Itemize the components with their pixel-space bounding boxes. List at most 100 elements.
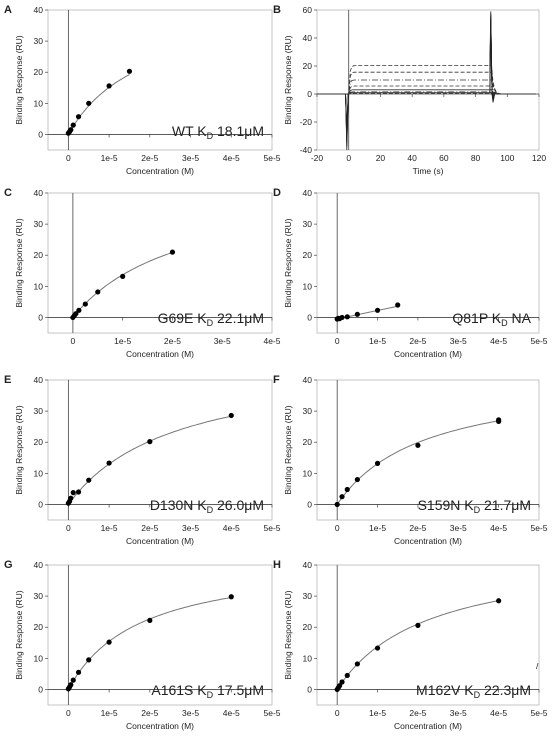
data-point: [147, 617, 153, 623]
data-point: [75, 669, 82, 675]
x-tick-label: 4e-5: [223, 708, 240, 718]
data-point: [354, 661, 360, 667]
x-tick-label: 100: [500, 153, 514, 163]
y-tick-label: 0: [38, 312, 43, 322]
kd-annotation: WT KD 18.1μM: [172, 123, 264, 141]
y-axis-title: Binding Response (RU): [283, 405, 293, 494]
data-point: [344, 314, 350, 320]
y-axis-title: Binding Response (RU): [283, 218, 293, 307]
x-tick-label: 2e-5: [409, 523, 426, 533]
kd-subscript: D: [207, 318, 214, 328]
data-point: [496, 417, 502, 423]
data-point: [106, 83, 112, 89]
y-tick-label: 10: [303, 468, 313, 478]
x-tick-label: 5e-5: [263, 708, 280, 718]
data-point: [86, 477, 92, 483]
y-tick-label: 40: [34, 5, 44, 15]
y-tick-label: 20: [34, 67, 44, 77]
y-axis-title: Binding Response (RU): [14, 35, 24, 124]
x-tick-label: 1e-5: [369, 708, 386, 718]
data-point: [228, 412, 234, 419]
y-tick-label: 0: [38, 499, 43, 509]
kd-subscript: D: [474, 505, 481, 515]
x-tick-label: 5e-5: [530, 708, 547, 718]
y-tick-label: 0: [307, 312, 312, 322]
y-tick-label: 20: [34, 250, 44, 260]
x-axis-title: Concentration (M): [394, 349, 462, 359]
y-tick-label: 0: [307, 499, 312, 509]
panel-e: E 0 10 20 30 40 0 1e-5 2e-5 3e-5 4e-5 5e-5 Concentra…: [4, 374, 281, 546]
kd-value: 18.1μM: [213, 123, 264, 139]
panel-letter: A: [4, 4, 12, 16]
kd-subscript: D: [207, 131, 214, 141]
data-point: [68, 682, 74, 688]
kd-prefix: M162V K: [416, 682, 474, 698]
data-point: [374, 460, 381, 466]
x-tick-label: -20: [311, 153, 324, 163]
panel-letter: H: [273, 559, 281, 571]
x-tick-label: 60: [439, 153, 449, 163]
x-tick-label: 0: [66, 708, 71, 718]
x-tick-label: 80: [471, 153, 481, 163]
stray-mark: /: [536, 661, 539, 671]
x-tick-label: 3e-5: [214, 336, 231, 346]
kd-value: 17.5μM: [213, 682, 264, 698]
plot-frame: [47, 564, 273, 706]
y-axis-title: Binding Response (RU): [14, 405, 24, 494]
data-point: [126, 68, 133, 74]
plot-frame: [47, 379, 273, 521]
x-axis-title: Concentration (M): [126, 349, 194, 359]
x-tick-label: 4e-5: [490, 336, 507, 346]
y-tick-label: 60: [303, 5, 313, 15]
panel-f: F 0 10 20 30 40 0 1e-5 2e-5 3e-5 4e-5 5e-5 Concentra…: [273, 374, 548, 546]
kd-annotation: M162V KD 22.3μM: [416, 682, 531, 700]
panel-letter: C: [4, 187, 12, 199]
kd-annotation: Q81P KD NA: [452, 310, 531, 328]
x-tick-label: 4e-5: [490, 523, 507, 533]
data-point: [147, 439, 153, 445]
kd-subscript: D: [207, 690, 214, 700]
x-tick-label: 1e-5: [101, 153, 118, 163]
kd-prefix: G69E K: [158, 310, 208, 326]
data-point: [82, 301, 88, 307]
x-tick-label: 1e-5: [101, 523, 118, 533]
x-axis-title: Time (s): [413, 166, 444, 176]
y-tick-label: 0: [307, 684, 312, 694]
y-tick-label: 20: [303, 622, 313, 632]
plot-frame: [316, 192, 540, 334]
x-tick-label: 1e-5: [101, 708, 118, 718]
data-point: [354, 476, 360, 483]
x-tick-label: 2e-5: [141, 523, 158, 533]
plot-frame: [316, 564, 540, 706]
kd-subscript: D: [207, 505, 214, 515]
x-tick-label: 2e-5: [141, 708, 158, 718]
kd-annotation: S159N KD 21.7μM: [418, 497, 531, 515]
y-tick-label: 20: [303, 61, 313, 71]
kd-prefix: D130N K: [150, 497, 207, 513]
data-point: [339, 494, 345, 500]
y-tick-label: 40: [303, 33, 313, 43]
data-point: [70, 677, 76, 683]
panel-d: D 0 10 20 30 40 0 1e-5 2e-5 3e-5 4e-5 5e-5 Concentra…: [273, 187, 548, 359]
data-point: [339, 679, 345, 685]
y-tick-label: -20: [300, 117, 313, 127]
x-tick-label: 3e-5: [182, 523, 199, 533]
data-point: [70, 122, 76, 128]
kd-subscript: D: [501, 318, 508, 328]
y-tick-label: 10: [34, 468, 44, 478]
data-point: [415, 442, 421, 448]
y-tick-label: 30: [34, 591, 44, 601]
data-point: [73, 311, 79, 317]
data-point: [228, 594, 234, 600]
data-point: [86, 100, 92, 106]
kd-value: NA: [508, 310, 532, 326]
x-axis-title: Concentration (M): [394, 721, 462, 731]
x-tick-label: 5e-5: [530, 523, 547, 533]
data-point: [344, 672, 350, 679]
kd-value: 26.0μM: [213, 497, 264, 513]
panel-letter: F: [273, 374, 280, 386]
data-point: [334, 501, 340, 508]
panel-c: C 0 10 20 30 40 0 1e-5 2e-5 3e-5 4e-5 Concentration…: [4, 187, 281, 359]
x-tick-label: 4e-5: [490, 708, 507, 718]
data-point: [169, 249, 176, 255]
